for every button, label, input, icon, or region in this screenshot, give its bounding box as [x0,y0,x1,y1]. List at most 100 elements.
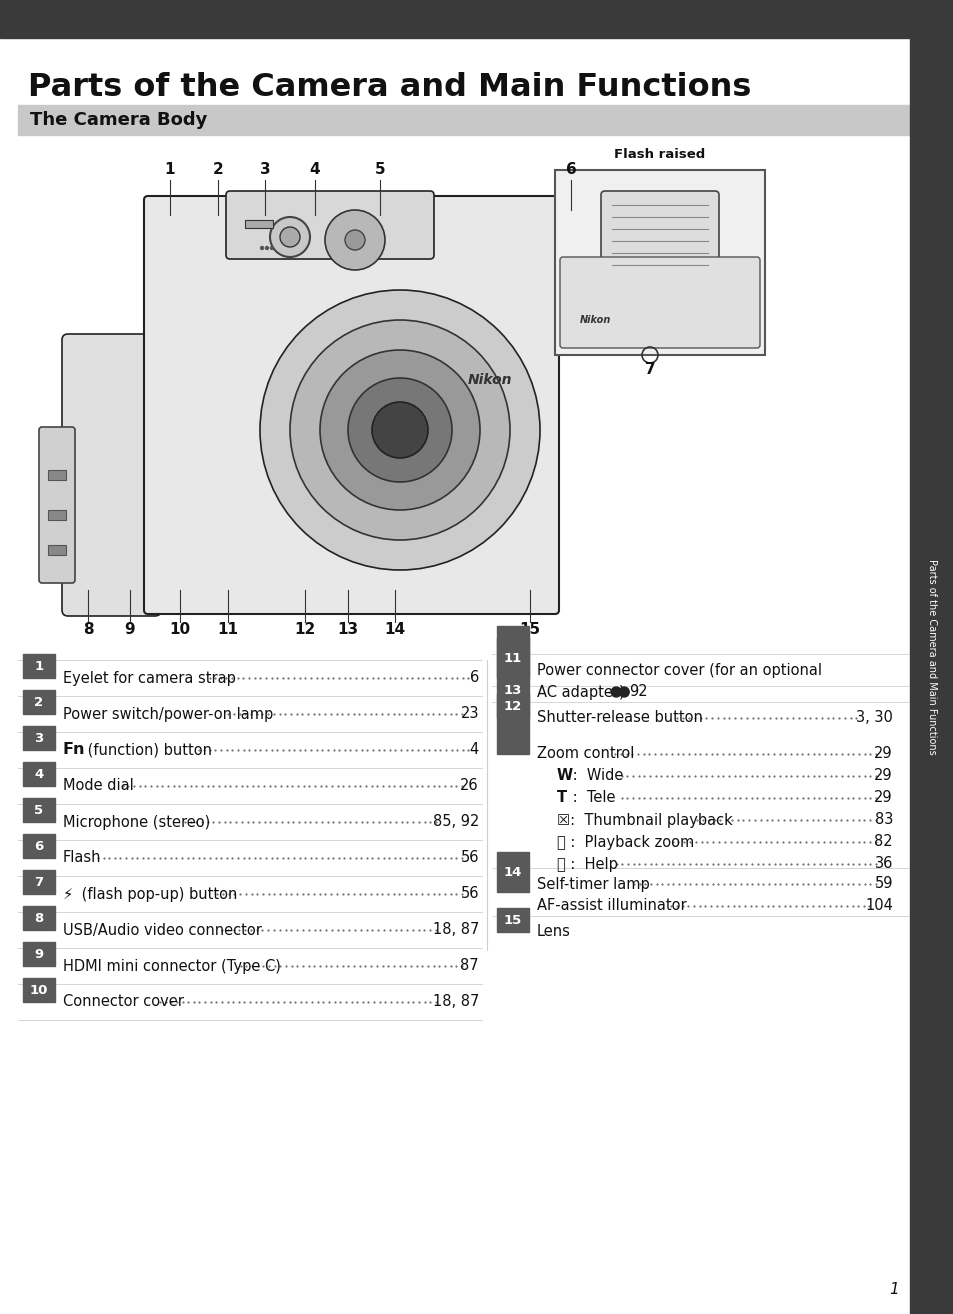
Text: 11: 11 [217,623,238,637]
Text: 1: 1 [34,660,44,673]
Text: 83: 83 [874,812,892,828]
Text: T: T [557,791,566,805]
Text: AF-assist illuminator: AF-assist illuminator [537,899,686,913]
Circle shape [325,210,385,269]
Bar [23,942,55,966]
Text: Parts of the Camera and Main Functions: Parts of the Camera and Main Functions [926,560,936,754]
Circle shape [260,247,263,250]
Circle shape [372,402,428,459]
Text: 13: 13 [503,683,521,696]
Text: Zoom control: Zoom control [537,746,634,762]
Text: 29: 29 [874,791,892,805]
Text: 6: 6 [565,163,576,177]
FancyBboxPatch shape [39,427,75,583]
Text: 3: 3 [259,163,270,177]
Text: 23: 23 [460,707,478,721]
Text: 9: 9 [34,947,44,961]
FancyBboxPatch shape [559,258,760,348]
Text: 10: 10 [170,623,191,637]
FancyBboxPatch shape [600,191,719,289]
Text: 15: 15 [503,913,521,926]
Circle shape [270,217,310,258]
Text: Lens: Lens [537,925,570,940]
Bar [18,105,916,135]
Text: 10: 10 [30,983,49,996]
Bar [497,908,529,932]
Text: (flash pop-up) button: (flash pop-up) button [77,887,237,901]
Text: 3: 3 [34,732,44,745]
Bar [23,905,55,930]
Text: Fn: Fn [63,742,86,757]
Bar [497,625,529,754]
Bar [497,639,529,678]
Circle shape [618,687,629,696]
Text: Power switch/power-on lamp: Power switch/power-on lamp [63,707,273,721]
Text: :  Wide: : Wide [567,769,622,783]
Bar [23,798,55,823]
Text: 82: 82 [874,834,892,849]
Bar [23,978,55,1003]
Text: 14: 14 [384,623,405,637]
Text: Connector cover: Connector cover [63,995,184,1009]
Text: Shutter-release button: Shutter-release button [537,711,702,725]
Text: 15: 15 [518,623,540,637]
Bar [23,690,55,714]
Text: 18, 87: 18, 87 [432,995,478,1009]
Text: 3, 30: 3, 30 [855,711,892,725]
Text: W: W [557,769,573,783]
Text: 18, 87: 18, 87 [432,922,478,937]
Circle shape [348,378,452,482]
Text: 104: 104 [864,899,892,913]
Bar [0,0,953,38]
Text: 14: 14 [503,866,521,879]
Bar [555,170,764,355]
Bar [23,654,55,678]
Text: 56: 56 [460,887,478,901]
Text: 8: 8 [34,912,44,925]
Text: 12: 12 [294,623,315,637]
Bar [48,470,66,480]
Bar [48,545,66,555]
Text: HDMI mini connector (Type C): HDMI mini connector (Type C) [63,958,280,974]
Text: 4: 4 [469,742,478,757]
Text: ❓ :  Help: ❓ : Help [557,857,618,871]
FancyBboxPatch shape [62,334,161,616]
Circle shape [319,350,479,510]
Text: 9: 9 [125,623,135,637]
Text: 2: 2 [213,163,223,177]
Text: Microphone (stereo): Microphone (stereo) [63,815,210,829]
Text: ☒:  Thumbnail playback: ☒: Thumbnail playback [557,812,732,828]
Text: 1: 1 [888,1281,898,1297]
Text: 11: 11 [503,652,521,665]
FancyBboxPatch shape [144,196,558,614]
Text: 8: 8 [83,623,93,637]
Text: Nikon: Nikon [578,315,610,325]
Text: Flash raised: Flash raised [614,148,705,162]
Text: USB/Audio video connector: USB/Audio video connector [63,922,262,937]
Text: 6: 6 [469,670,478,686]
Text: 4: 4 [310,163,320,177]
Text: Power connector cover (for an optional: Power connector cover (for an optional [537,662,821,678]
Text: 🔍 :  Playback zoom: 🔍 : Playback zoom [557,834,694,849]
Text: 13: 13 [337,623,358,637]
Bar [497,694,529,717]
Text: 36: 36 [874,857,892,871]
Text: (function) button: (function) button [83,742,212,757]
Text: 7: 7 [34,875,44,888]
Text: 59: 59 [874,876,892,891]
Text: Self-timer lamp: Self-timer lamp [537,876,649,891]
Text: 12: 12 [503,699,521,712]
Circle shape [280,227,299,247]
Bar [245,219,273,229]
Text: 6: 6 [34,840,44,853]
Bar [23,870,55,894]
Circle shape [345,230,365,250]
Circle shape [271,247,274,250]
Text: ⚡: ⚡ [63,887,73,901]
Bar [18,148,907,643]
Text: The Camera Body: The Camera Body [30,110,207,129]
Text: 29: 29 [874,769,892,783]
Text: :  Tele: : Tele [567,791,615,805]
Text: Eyelet for camera strap: Eyelet for camera strap [63,670,235,686]
Text: AC adapter): AC adapter) [537,685,624,699]
